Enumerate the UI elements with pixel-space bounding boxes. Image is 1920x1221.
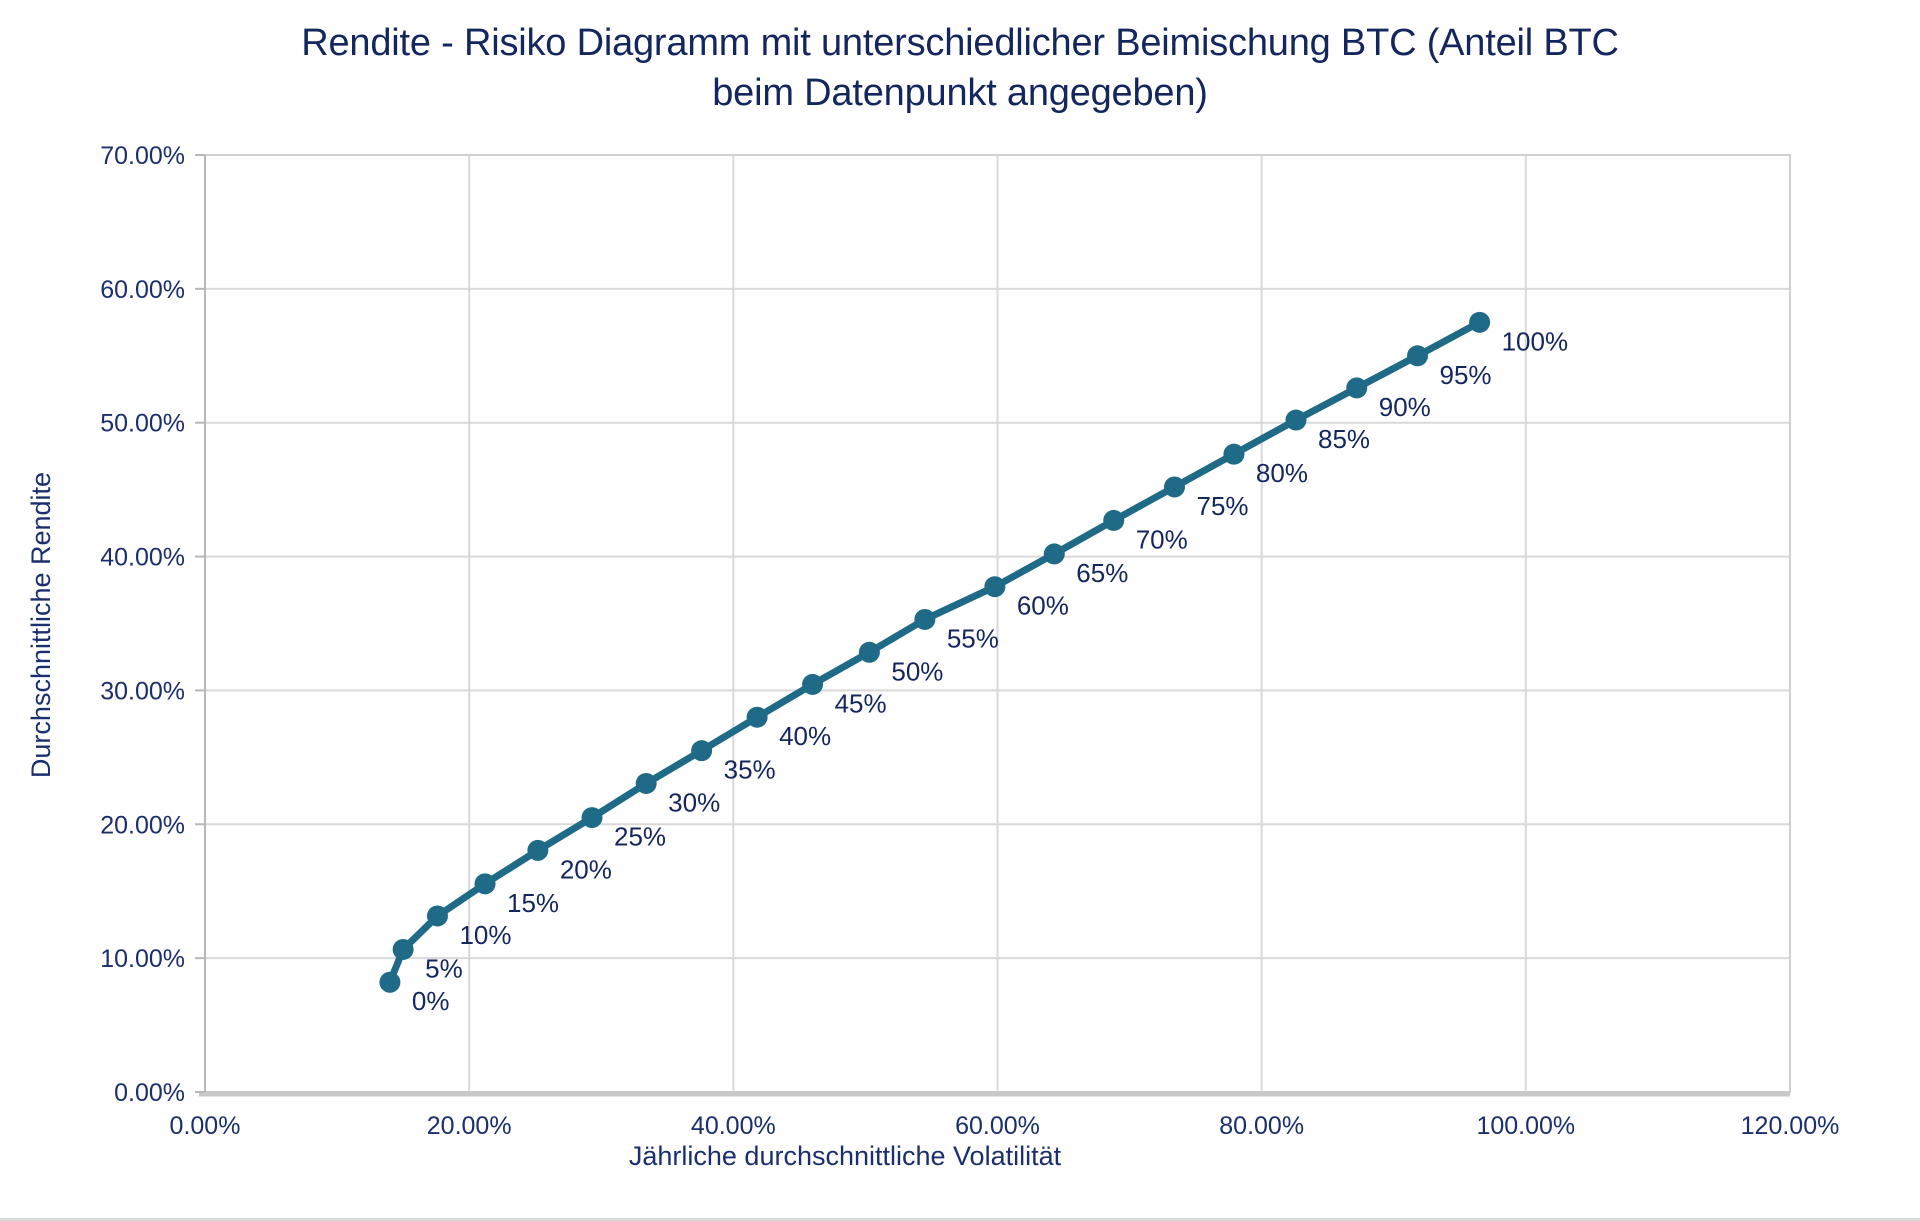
x-axis-tick-label: 60.00% xyxy=(955,1112,1040,1140)
y-axis-tick-label: 20.00% xyxy=(100,811,185,839)
y-axis-tick-label: 70.00% xyxy=(100,142,185,170)
data-point-label: 45% xyxy=(835,688,887,718)
y-axis-ticks: 0.00% 10.00% 20.00% 30.00% 40.00% 50.00% 60.00… xyxy=(100,142,205,1107)
data-point-marker[interactable] xyxy=(426,905,448,927)
data-point-label: 60% xyxy=(1017,591,1069,621)
data-point-marker[interactable] xyxy=(858,641,880,663)
x-axis-tick-label: 20.00% xyxy=(427,1112,512,1140)
data-point-label: 95% xyxy=(1440,360,1492,390)
data-point-marker[interactable] xyxy=(802,673,824,695)
x-axis-tick-label: 80.00% xyxy=(1219,1112,1304,1140)
data-point-marker[interactable] xyxy=(746,706,768,728)
data-point-label: 70% xyxy=(1136,524,1188,554)
y-axis-tick-label: 60.00% xyxy=(100,276,185,304)
data-point-marker[interactable] xyxy=(1285,409,1307,431)
data-point-label: 35% xyxy=(724,755,776,785)
data-point-label: 90% xyxy=(1379,392,1431,422)
data-point-label: 80% xyxy=(1256,458,1308,488)
data-point-marker[interactable] xyxy=(392,938,414,960)
x-axis-ticks: 0.00% 20.00% 40.00% 60.00% 80.00% 100.00% 120.… xyxy=(170,1112,1840,1140)
data-point-label: 55% xyxy=(947,623,999,653)
data-point-label: 20% xyxy=(560,854,612,884)
data-point-marker[interactable] xyxy=(1407,345,1429,367)
y-axis-tick-label: 10.00% xyxy=(100,945,185,973)
y-axis-tick-label: 40.00% xyxy=(100,544,185,572)
data-point-marker[interactable] xyxy=(984,576,1006,598)
x-axis-tick-label: 100.00% xyxy=(1476,1112,1575,1140)
y-axis-tick-label: 50.00% xyxy=(100,410,185,438)
data-point-label: 15% xyxy=(507,888,559,918)
data-point-label: 30% xyxy=(668,787,720,817)
y-axis-tick-label: 30.00% xyxy=(100,677,185,705)
data-point-label: 85% xyxy=(1318,424,1370,454)
y-axis-tick-label: 0.00% xyxy=(114,1079,185,1107)
data-point-marker[interactable] xyxy=(914,608,936,630)
data-point-label: 50% xyxy=(891,656,943,686)
data-point-label: 10% xyxy=(459,920,511,950)
data-point-label: 5% xyxy=(425,953,463,983)
series-line-group xyxy=(386,318,1484,986)
x-axis-tick-label: 120.00% xyxy=(1741,1112,1840,1140)
data-point-marker[interactable] xyxy=(691,740,713,762)
data-point-marker[interactable] xyxy=(1469,311,1491,333)
data-point-marker[interactable] xyxy=(1346,377,1368,399)
series-line xyxy=(386,318,1484,986)
data-point-marker[interactable] xyxy=(635,772,657,794)
data-point-label: 100% xyxy=(1502,326,1569,356)
x-axis-title: Jährliche durchschnittliche Volatilität xyxy=(629,1141,1062,1171)
data-point-marker[interactable] xyxy=(581,807,603,829)
x-axis-tick-label: 40.00% xyxy=(691,1112,776,1140)
data-point-label: 40% xyxy=(779,721,831,751)
series-markers-group xyxy=(379,311,1491,993)
data-point-label: 0% xyxy=(412,986,450,1016)
chart-title: Rendite - Risiko Diagramm mit unterschie… xyxy=(301,22,1619,114)
data-point-marker[interactable] xyxy=(1043,543,1065,565)
x-axis-tick-label: 0.00% xyxy=(170,1112,241,1140)
series-point-labels-group: 0%5%10%15%20%25%30%35%40%45%50%55% 60%65%… xyxy=(412,326,1568,1016)
plot-frame xyxy=(199,154,1791,1097)
data-point-label: 25% xyxy=(614,822,666,852)
data-point-label: 65% xyxy=(1076,558,1128,588)
data-point-marker[interactable] xyxy=(474,873,496,895)
data-point-marker[interactable] xyxy=(1223,443,1245,465)
y-axis-title: Durchschnittliche Rendite xyxy=(26,472,56,778)
data-point-marker[interactable] xyxy=(379,971,401,993)
data-point-marker[interactable] xyxy=(527,839,549,861)
data-point-marker[interactable] xyxy=(1163,476,1185,498)
data-point-label: 75% xyxy=(1196,491,1248,521)
data-point-marker[interactable] xyxy=(1103,509,1125,531)
